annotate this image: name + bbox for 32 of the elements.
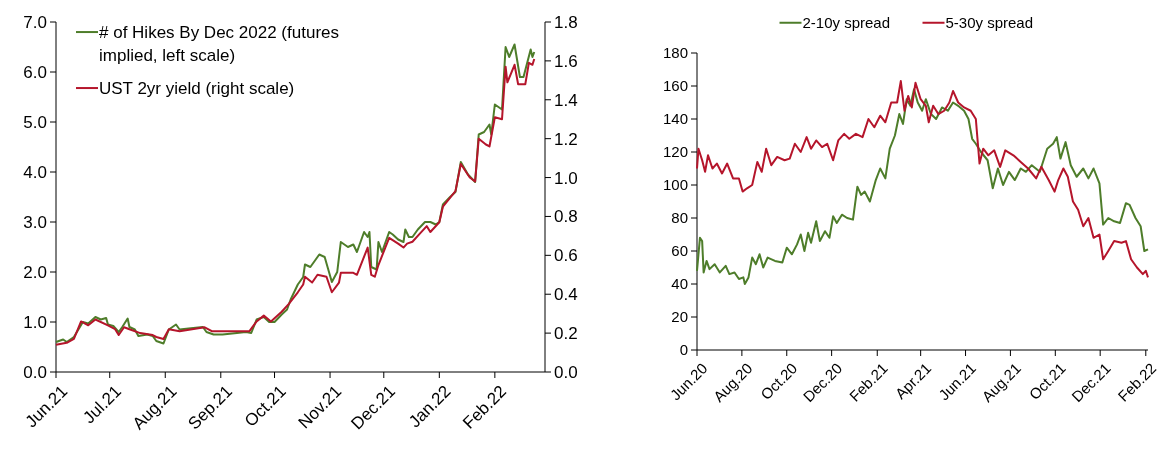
- y-tick-label: 140: [662, 110, 688, 128]
- y-tick-label: 6.0: [23, 62, 47, 82]
- y-tick-label: 160: [662, 77, 688, 95]
- y-tick-label: 0: [679, 341, 688, 359]
- legend-label: # of Hikes By Dec 2022 (futures implied, left scale): [99, 23, 340, 65]
- y2-tick-label: 0.4: [554, 285, 578, 305]
- y-tick-label: 180: [662, 44, 688, 62]
- legend-label: 5-30y spread: [945, 14, 1034, 31]
- y-tick-label: 2.0: [23, 262, 47, 282]
- y2-tick-label: 0.6: [554, 246, 578, 266]
- y2-tick-label: 1.6: [554, 51, 578, 71]
- y-tick-label: 100: [662, 176, 688, 194]
- legend-label: UST 2yr yield (right scale): [99, 79, 295, 98]
- y2-tick-label: 0.2: [554, 324, 578, 344]
- y2-tick-label: 1.8: [554, 12, 578, 32]
- y-tick-label: 4.0: [23, 162, 47, 182]
- y-tick-label: 60: [671, 242, 688, 260]
- y-tick-label: 20: [671, 308, 688, 326]
- y-tick-label: 120: [662, 143, 688, 161]
- y-tick-label: 7.0: [23, 12, 47, 32]
- y-tick-label: 0.0: [23, 362, 47, 382]
- y2-tick-label: 0.8: [554, 207, 578, 227]
- y2-tick-label: 0.0: [554, 362, 578, 382]
- legend-label: 2-10y spread: [802, 14, 891, 31]
- y-tick-label: 40: [671, 275, 688, 293]
- y2-tick-label: 1.2: [554, 129, 578, 149]
- y-tick-label: 3.0: [23, 212, 47, 232]
- y2-tick-label: 1.4: [554, 90, 578, 110]
- y-tick-label: 1.0: [23, 312, 47, 332]
- y2-tick-label: 1.0: [554, 168, 578, 188]
- y-tick-label: 80: [671, 209, 688, 227]
- y-tick-label: 5.0: [23, 112, 47, 132]
